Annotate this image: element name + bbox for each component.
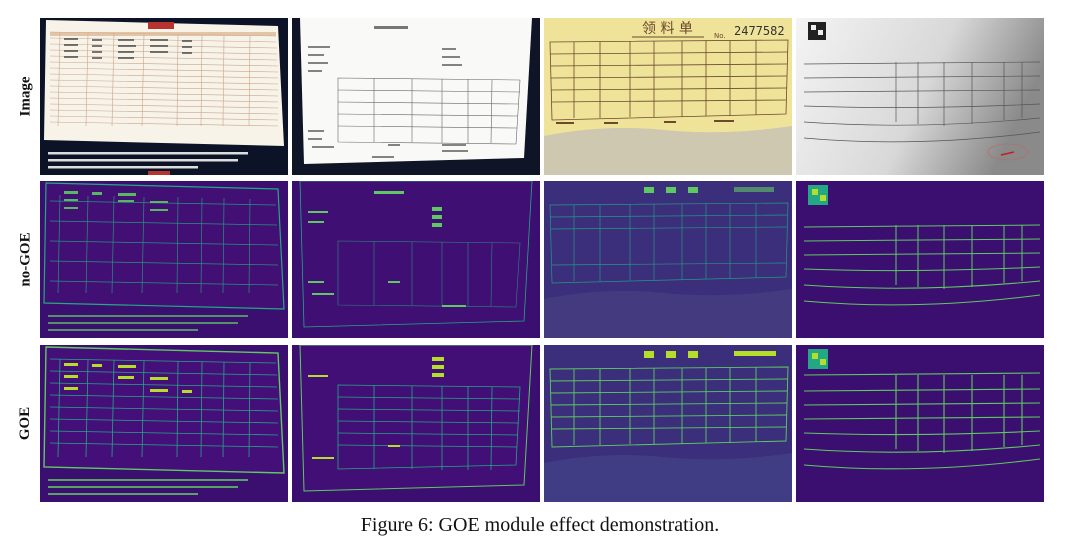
heatmap-no-goe-doc2 [292, 181, 540, 338]
receipt-number: 2477582 [734, 24, 785, 38]
receipt-photo: 领 料 单 No. 2477582 [544, 18, 792, 175]
image-row-doc4 [796, 18, 1044, 175]
attention-heatmap [292, 345, 540, 502]
row-label-no-goe: no-GOE [17, 232, 34, 287]
grayscale-form-photo [796, 18, 1044, 175]
heatmap-no-goe-doc3 [544, 181, 792, 338]
figure-caption: Figure 6: GOE module effect demonstratio… [360, 514, 720, 536]
receipt-no-label: No. [714, 32, 726, 40]
heatmap-goe-doc4 [796, 345, 1044, 502]
table-document-photo [40, 18, 288, 175]
image-row-doc1 [40, 18, 288, 175]
attention-heatmap [40, 345, 288, 502]
heatmap-goe-doc1 [40, 345, 288, 502]
attention-heatmap [292, 181, 540, 338]
heatmap-goe-doc2 [292, 345, 540, 502]
attention-heatmap [40, 181, 288, 338]
heatmap-goe-doc3 [544, 345, 792, 502]
attention-heatmap [796, 345, 1044, 502]
receipt-title: 领 料 单 [642, 21, 693, 37]
row-label-image: Image [17, 76, 34, 117]
attention-heatmap [544, 345, 792, 502]
heatmap-no-goe-doc1 [40, 181, 288, 338]
image-row-doc3: 领 料 单 No. 2477582 [544, 18, 792, 175]
attention-heatmap [544, 181, 792, 338]
image-row-doc2 [292, 18, 540, 175]
heatmap-no-goe-doc4 [796, 181, 1044, 338]
form-document-photo [292, 18, 540, 175]
attention-heatmap [796, 181, 1044, 338]
row-label-goe: GOE [17, 406, 34, 441]
